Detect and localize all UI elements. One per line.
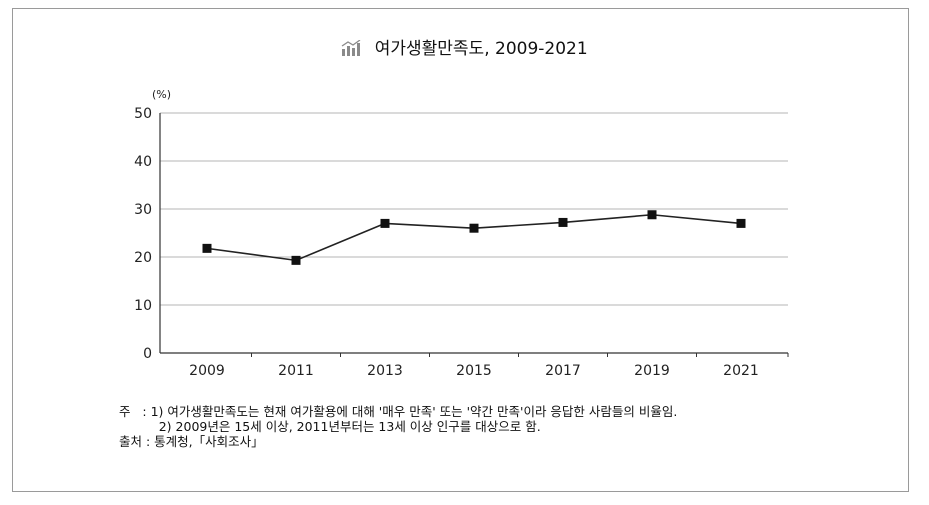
data-point-marker xyxy=(291,255,301,265)
y-tick-label: 20 xyxy=(134,250,152,266)
y-unit-label: (%) xyxy=(152,88,171,101)
footnotes: 주 : 1) 여가생활만족도는 현재 여가활용에 대해 '매우 만족' 또는 '… xyxy=(119,404,677,449)
data-point-marker xyxy=(380,218,390,228)
x-tick-label: 2009 xyxy=(189,363,225,379)
data-point-marker xyxy=(647,210,657,220)
note-line-2: 2) 2009년은 15세 이상, 2011년부터는 13세 이상 인구를 대상… xyxy=(119,419,541,434)
x-tick-label: 2015 xyxy=(456,363,492,379)
bar-chart-icon xyxy=(341,39,361,61)
x-tick-label: 2011 xyxy=(278,363,314,379)
data-point-marker xyxy=(558,217,568,227)
figure-frame xyxy=(12,8,909,492)
source-line: 출처 : 통계청,「사회조사」 xyxy=(119,434,264,449)
chart-title-row: 여가생활만족도, 2009-2021 xyxy=(0,34,929,61)
x-tick-label: 2021 xyxy=(723,363,759,379)
y-tick-label: 0 xyxy=(143,346,152,362)
x-tick-label: 2017 xyxy=(545,363,581,379)
x-tick-label: 2019 xyxy=(634,363,670,379)
y-tick-label: 30 xyxy=(134,202,152,218)
series-line xyxy=(206,213,742,262)
chart-title: 여가생활만족도, 2009-2021 xyxy=(374,39,588,59)
note-line-1: 주 : 1) 여가생활만족도는 현재 여가활용에 대해 '매우 만족' 또는 '… xyxy=(119,404,678,419)
y-tick-label: 50 xyxy=(134,106,152,122)
data-point-marker xyxy=(202,243,212,253)
data-point-marker xyxy=(736,218,746,228)
y-tick-label: 40 xyxy=(134,154,152,170)
data-point-marker xyxy=(469,223,479,233)
x-tick-label: 2013 xyxy=(367,363,403,379)
y-tick-label: 10 xyxy=(134,298,152,314)
